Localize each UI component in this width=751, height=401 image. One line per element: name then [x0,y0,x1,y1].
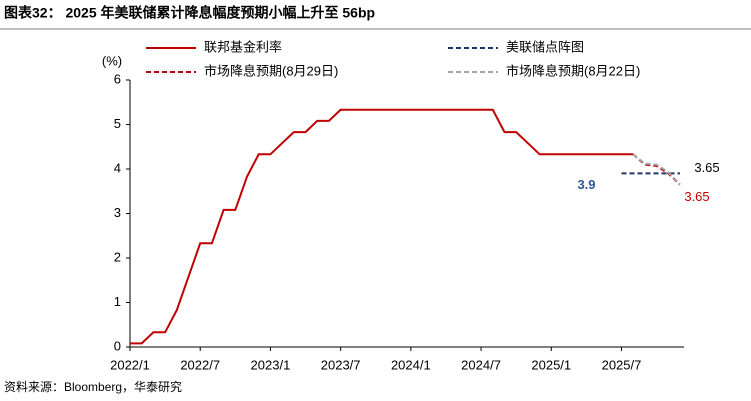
y-tick-label: 4 [114,160,121,175]
x-tick-label: 2024/1 [391,357,431,372]
x-tick-label: 2025/7 [602,357,642,372]
y-tick-label: 0 [114,338,121,353]
y-axis-label: (%) [102,53,122,68]
data-label: 3.9 [577,177,595,192]
legend-label: 美联储点阵图 [506,39,584,54]
legend-label: 市场降息预期(8月29日) [204,63,338,78]
series-line [130,108,634,345]
data-label: 3.65 [694,160,719,175]
x-tick-label: 2022/7 [180,357,220,372]
y-tick-label: 3 [114,205,121,220]
source-note: 资料来源：Bloomberg，华泰研究 [4,379,182,394]
y-tick-label: 6 [114,71,121,86]
series-line [632,153,681,186]
x-tick-label: 2023/7 [321,357,361,372]
y-tick-label: 5 [114,116,121,131]
x-tick-label: 2025/1 [531,357,571,372]
data-label: 3.65 [684,189,709,204]
y-tick-label: 1 [114,294,121,309]
x-tick-label: 2024/7 [461,357,501,372]
legend-label: 联邦基金利率 [204,39,282,54]
x-tick-label: 2022/1 [110,357,150,372]
x-tick-label: 2023/1 [251,357,291,372]
chart-title: 图表32： 2025 年美联储累计降息幅度预期小幅上升至 56bp [4,5,375,21]
legend-label: 市场降息预期(8月22日) [506,63,640,78]
y-tick-label: 2 [114,249,121,264]
